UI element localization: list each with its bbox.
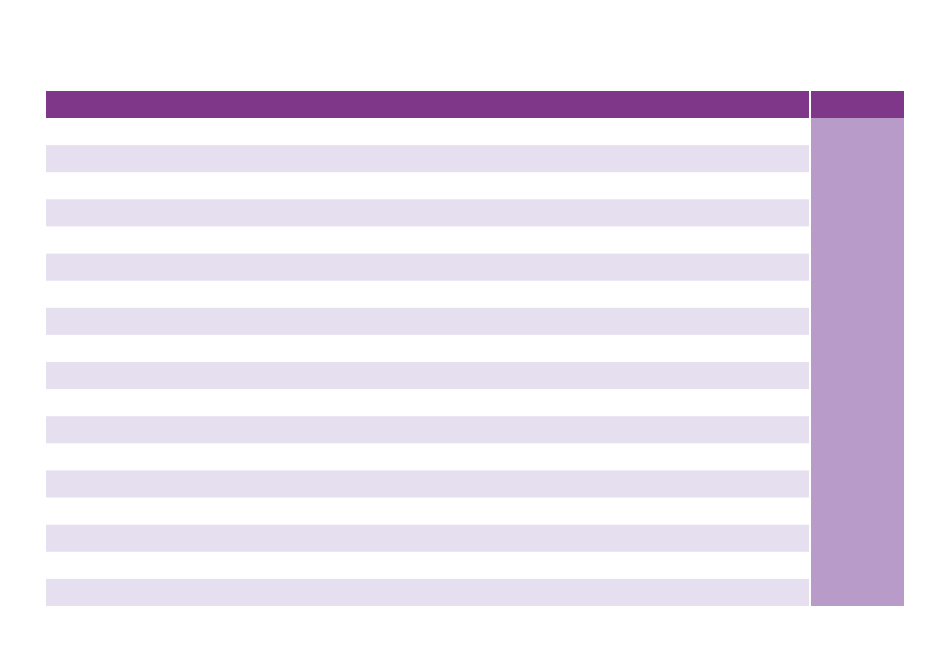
row-stripe xyxy=(46,307,809,335)
row-stripe xyxy=(46,145,809,173)
header-cell-side xyxy=(811,91,904,118)
row-stripe xyxy=(46,416,809,444)
row-stripes xyxy=(46,145,809,606)
row-stripe xyxy=(46,199,809,227)
row-stripe xyxy=(46,470,809,498)
side-column xyxy=(811,118,904,606)
row-stripe xyxy=(46,362,809,390)
row-stripe xyxy=(46,253,809,281)
row-stripe xyxy=(46,578,809,606)
header-cell-main xyxy=(46,91,809,118)
row-stripe xyxy=(46,524,809,552)
